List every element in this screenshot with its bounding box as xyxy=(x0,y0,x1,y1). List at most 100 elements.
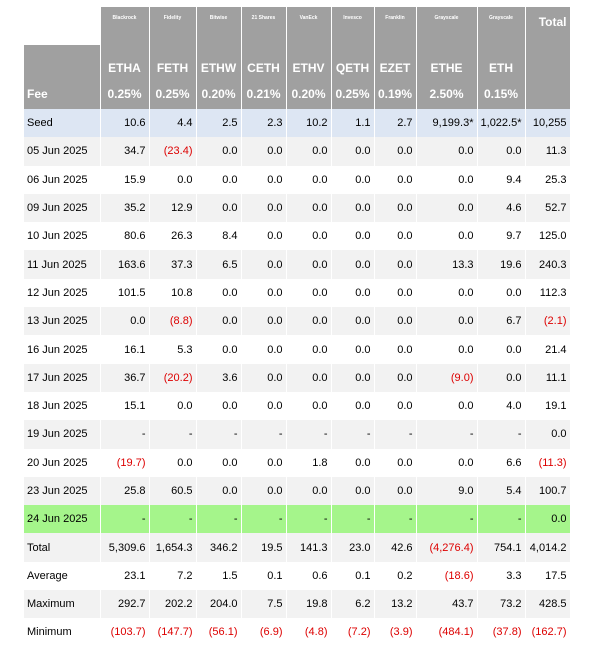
flow-value: 0.0 xyxy=(416,278,478,308)
issuer-row: Blackrock Fidelity Bitwise 21 Shares VanEck I… xyxy=(24,7,571,79)
row-label: Seed xyxy=(24,109,101,138)
flow-value: 19.6 xyxy=(477,250,526,279)
flow-value: 0.0 xyxy=(477,363,526,392)
issuer-name: VanEck xyxy=(286,7,332,45)
flow-value: 0.0 xyxy=(331,137,375,166)
flow-value: 0.0 xyxy=(374,137,417,166)
ticker: EZET xyxy=(374,45,417,79)
row-label: 16 Jun 2025 xyxy=(24,335,101,364)
flow-value: 0.0 xyxy=(374,307,417,336)
issuer-name: Franklin xyxy=(374,7,417,45)
flow-value: (4,276.4) xyxy=(416,533,478,562)
flow-value: 0.0 xyxy=(416,448,478,477)
flow-value: 13.3 xyxy=(416,250,478,279)
flow-value: 2.7 xyxy=(374,109,417,138)
flow-value: - xyxy=(286,420,332,449)
flow-value: - xyxy=(196,505,242,534)
issuer-name: Bitwise xyxy=(196,7,242,45)
flow-value: 1,654.3 xyxy=(149,533,197,562)
flow-value: 0.0 xyxy=(416,222,478,251)
flow-value: 0.0 xyxy=(331,222,375,251)
flow-value: 15.1 xyxy=(100,391,150,421)
flow-value: 0.0 xyxy=(331,307,375,336)
ticker: CETH xyxy=(241,45,287,79)
flow-value: 4.4 xyxy=(149,109,197,138)
flow-value: 2.5 xyxy=(196,109,242,138)
table-wrap: Blackrock Fidelity Bitwise 21 Shares VanEck I… xyxy=(24,7,571,647)
flow-value: 7.2 xyxy=(149,561,197,591)
row-label: 19 Jun 2025 xyxy=(24,420,101,449)
flow-value: (7.2) xyxy=(331,618,375,647)
flow-value: (18.6) xyxy=(416,561,478,591)
flow-value: 0.0 xyxy=(416,165,478,194)
flow-value: 0.0 xyxy=(241,278,287,308)
flow-value: 4,014.2 xyxy=(525,533,571,562)
flow-value: (19.7) xyxy=(100,448,150,477)
flow-value: 204.0 xyxy=(196,590,242,619)
flow-value: 0.0 xyxy=(374,476,417,506)
fee-value: 0.15% xyxy=(477,79,526,109)
ticker: QETH xyxy=(331,45,375,79)
ticker: ETH xyxy=(477,45,526,79)
flow-value: 25.8 xyxy=(100,476,150,506)
flow-value: 0.0 xyxy=(477,278,526,308)
flow-value: 6.6 xyxy=(477,448,526,477)
fee-value: 2.50% xyxy=(416,79,478,109)
data-row: 06 Jun 2025 15.9 0.0 0.0 0.0 0.0 0.0 0.0 0.0 9.4 2… xyxy=(24,165,571,194)
row-label: Average xyxy=(24,561,101,591)
flow-value: - xyxy=(331,420,375,449)
flow-value: 0.0 xyxy=(241,476,287,506)
flow-value: 0.0 xyxy=(374,335,417,364)
flow-value: - xyxy=(477,420,526,449)
flow-value: 428.5 xyxy=(525,590,571,619)
flow-value: - xyxy=(149,505,197,534)
flow-value: 0.0 xyxy=(196,476,242,506)
flow-value: 5,309.6 xyxy=(100,533,150,562)
flow-value: 8.4 xyxy=(196,222,242,251)
flow-value: 125.0 xyxy=(525,222,571,251)
flow-value: 0.0 xyxy=(149,448,197,477)
row-label: 12 Jun 2025 xyxy=(24,278,101,308)
flow-value: 0.0 xyxy=(286,363,332,392)
flow-value: 112.3 xyxy=(525,278,571,308)
flow-value: 0.0 xyxy=(286,476,332,506)
flow-value: 163.6 xyxy=(100,250,150,279)
flow-value: 0.0 xyxy=(196,165,242,194)
flow-value: 0.0 xyxy=(286,137,332,166)
row-label: 11 Jun 2025 xyxy=(24,250,101,279)
flow-value: 23.1 xyxy=(100,561,150,591)
flow-value: 0.0 xyxy=(149,165,197,194)
flow-value: 0.2 xyxy=(374,561,417,591)
flows-table: Blackrock Fidelity Bitwise 21 Shares VanEck I… xyxy=(24,7,571,647)
flow-value: 0.0 xyxy=(331,165,375,194)
flow-value: 0.6 xyxy=(286,561,332,591)
flow-value: 0.0 xyxy=(331,278,375,308)
row-label: 06 Jun 2025 xyxy=(24,165,101,194)
issuer-name: Grayscale xyxy=(477,7,526,45)
flow-value: (8.8) xyxy=(149,307,197,336)
data-row: 12 Jun 2025 101.5 10.8 0.0 0.0 0.0 0.0 0.0 0.0 0.… xyxy=(24,278,571,308)
flow-value: 9.0 xyxy=(416,476,478,506)
data-row: 11 Jun 2025 163.6 37.3 6.5 0.0 0.0 0.0 0.0 13.3 1… xyxy=(24,250,571,279)
flow-value: 19.5 xyxy=(241,533,287,562)
row-label: 24 Jun 2025 xyxy=(24,505,101,534)
flow-value: 0.0 xyxy=(196,278,242,308)
row-label: 13 Jun 2025 xyxy=(24,307,101,336)
flow-value: - xyxy=(241,505,287,534)
fee-label: Fee xyxy=(24,79,101,109)
row-label: 10 Jun 2025 xyxy=(24,222,101,251)
data-row: 09 Jun 2025 35.2 12.9 0.0 0.0 0.0 0.0 0.0 0.0 4.6… xyxy=(24,193,571,223)
issuer-name: Blackrock xyxy=(100,7,150,45)
flow-value: - xyxy=(100,420,150,449)
data-row: 10 Jun 2025 80.6 26.3 8.4 0.0 0.0 0.0 0.0 0.0 9.7… xyxy=(24,222,571,251)
row-label: Maximum xyxy=(24,590,101,619)
flow-value: 0.0 xyxy=(416,391,478,421)
flow-value: 13.2 xyxy=(374,590,417,619)
ticker: ETHV xyxy=(286,45,332,79)
fee-value: 0.25% xyxy=(149,79,197,109)
flow-value: 6.7 xyxy=(477,307,526,336)
blank-cell xyxy=(525,79,571,109)
flow-value: 15.9 xyxy=(100,165,150,194)
flow-value: 0.0 xyxy=(374,222,417,251)
